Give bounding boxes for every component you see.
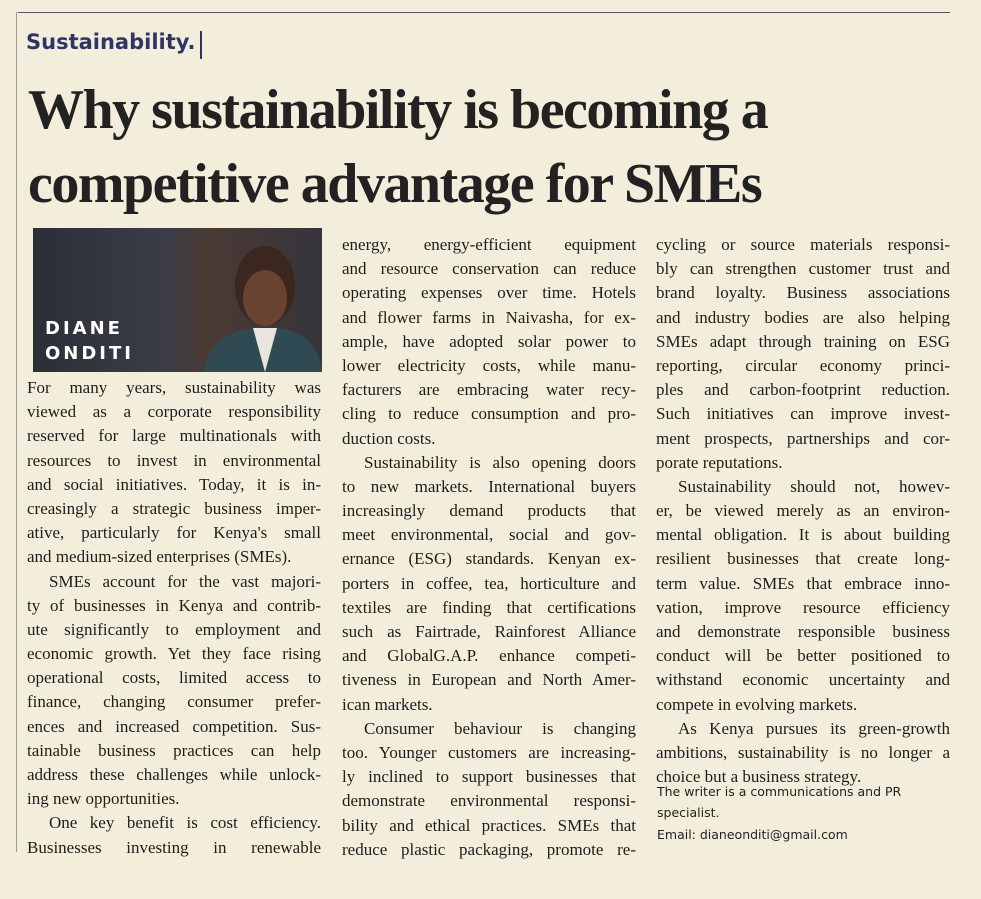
text-line: porters in coffee, tea, horticulture and <box>342 573 636 593</box>
text-line: ples and carbon-footprint reduction. <box>656 380 950 400</box>
text-line: choice but a business strategy. <box>656 767 862 787</box>
section-label: Sustainability. <box>26 30 196 54</box>
text-line: textiles are finding that certifications <box>342 597 636 617</box>
text-line: conduct will be better positioned to <box>656 646 950 666</box>
text-line: For many years, sustainability was <box>27 378 321 397</box>
section-bar <box>200 31 202 59</box>
text-line: creasingly a strategic business imper- <box>27 498 321 518</box>
paragraph: cycling or source materials responsi-bly… <box>656 233 950 475</box>
text-line: and industry bodies are also helping <box>656 307 950 327</box>
text-line: ly inclined to support businesses that <box>342 767 636 787</box>
text-line: Sustainability is also opening doors <box>364 452 636 472</box>
text-line: energy, energy-efficient equipment <box>342 235 636 254</box>
author-first: DIANE <box>45 318 123 339</box>
portrait <box>203 246 322 372</box>
text-line: resilient businesses that create long- <box>656 549 950 569</box>
text-line: viewed as a corporate responsibility <box>27 402 321 422</box>
text-line: One key benefit is cost efficiency. <box>49 813 321 833</box>
text-line: bly can strengthen customer trust and <box>656 259 950 279</box>
text-line: compete in evolving markets. <box>656 694 858 714</box>
author-photo: DIANE ONDITI <box>33 228 322 372</box>
text-line: withstand economic uncertainty and <box>656 670 950 690</box>
text-line: and medium-sized enterprises (SMEs). <box>27 547 292 567</box>
text-line: operating expenses over time. Hotels <box>342 283 636 303</box>
text-line: ty of businesses in Kenya and contrib- <box>27 595 321 615</box>
text-line: ican markets. <box>342 694 433 714</box>
text-line: and demonstrate responsible business <box>656 622 950 641</box>
top-rule <box>18 12 950 13</box>
text-line: to new markets. International buyers <box>342 476 636 496</box>
author-last: ONDITI <box>45 343 134 364</box>
text-line: duction costs. <box>342 428 436 448</box>
text-line: ences and increased competition. Sus- <box>27 716 321 736</box>
paragraph: Sustainability is also opening doors to n… <box>342 451 636 717</box>
column: cycling or source materials responsi-bly… <box>656 233 950 789</box>
paragraph: For many years, sustainability was viewed… <box>27 376 321 570</box>
text-line: economic growth. Yet they face rising <box>27 644 321 664</box>
text-line: ment prospects, partnerships and cor- <box>656 428 950 448</box>
text-line: tainable business practices can help <box>27 740 321 760</box>
footer-line: The writer is a communications and PR <box>657 784 902 799</box>
text-line: and social initiatives. Today, it is in- <box>27 474 321 494</box>
text-line: cycling or source materials responsi- <box>656 235 950 254</box>
text-line: ernance (ESG) standards. Kenyan ex- <box>342 549 636 569</box>
text-line: too. Younger customers are increasing- <box>342 742 636 762</box>
text-line: and resource conservation can reduce <box>342 259 636 279</box>
text-line: Consumer behaviour is changing <box>364 718 636 738</box>
text-line: term value. SMEs that embrace inno- <box>656 573 950 593</box>
text-line: reduce plastic packaging, promote re- <box>342 839 636 859</box>
text-line: ambitions, sustainability is no longer a <box>656 742 950 762</box>
text-line: finance, changing consumer prefer- <box>27 692 321 712</box>
text-line: increasingly demand products that <box>342 501 636 521</box>
text-line: ative, particularly for Kenya's small <box>27 523 321 543</box>
paragraph: Consumer behaviour is changing too. Young… <box>342 717 636 862</box>
text-line: operational costs, limited access to <box>27 668 321 688</box>
paragraph: SMEs account for the vast majori-ty of b… <box>27 570 321 812</box>
paragraph: energy, energy-efficient equipment and re… <box>342 233 636 451</box>
headline: Why sustainability is becoming a <box>28 79 769 141</box>
text-line: reporting, circular economy princi- <box>656 355 950 375</box>
footer-line: Email: dianeonditi@gmail.com <box>657 827 848 842</box>
footer-line: specialist. <box>657 805 720 820</box>
text-line: Such initiatives can improve invest- <box>656 404 950 424</box>
paragraph: As Kenya pursues its green-growth ambitio… <box>656 717 950 790</box>
text-line: Businesses investing in renewable <box>27 837 321 857</box>
left-rule <box>16 12 17 852</box>
text-line: As Kenya pursues its green-growth <box>678 718 950 738</box>
paragraph: Sustainability should not, howev-er, be … <box>656 475 950 717</box>
column: For many years, sustainability was viewed… <box>27 376 321 860</box>
text-line: ample, have adopted solar power to <box>342 331 636 351</box>
text-line: demonstrate environmental responsi- <box>342 791 636 811</box>
text-line: bility and ethical practices. SMEs that <box>342 815 636 835</box>
text-line: ute significantly to employment and <box>27 619 321 639</box>
text-line: and GlobalG.A.P. enhance competi- <box>342 646 636 666</box>
text-line: reserved for large multinationals with <box>27 426 321 446</box>
text-line: vation, improve resource efficiency <box>656 597 950 617</box>
text-line: address these challenges while unlock- <box>27 765 321 784</box>
headline: competitive advantage for SMEs <box>28 153 763 215</box>
text-line: mental obligation. It is about building <box>656 525 950 545</box>
paragraph: One key benefit is cost efficiency. Busin… <box>27 811 321 859</box>
text-line: and flower farms in Naivasha, for ex- <box>342 307 636 327</box>
text-line: SMEs adapt through training on ESG <box>656 331 950 351</box>
text-line: meet environmental, social and gov- <box>342 525 636 545</box>
text-line: er, be viewed merely as an environ- <box>656 501 950 521</box>
text-line: such as Fairtrade, Rainforest Alliance <box>342 622 636 641</box>
text-line: cling to reduce consumption and pro- <box>342 404 636 424</box>
text-line: Sustainability should not, howev- <box>678 476 950 496</box>
text-line: resources to invest in environmental <box>27 450 321 470</box>
text-line: ing new opportunities. <box>27 789 180 809</box>
column: energy, energy-efficient equipment and re… <box>342 233 636 862</box>
text-line: tiveness in European and North Amer- <box>342 670 636 690</box>
text-line: porate reputations. <box>656 452 783 472</box>
text-line: brand loyalty. Business associations <box>656 283 950 303</box>
text-line: SMEs account for the vast majori- <box>49 571 321 591</box>
text-line: lower electricity costs, while manu- <box>342 355 636 375</box>
text-line: facturers are embracing water recy- <box>342 380 636 400</box>
